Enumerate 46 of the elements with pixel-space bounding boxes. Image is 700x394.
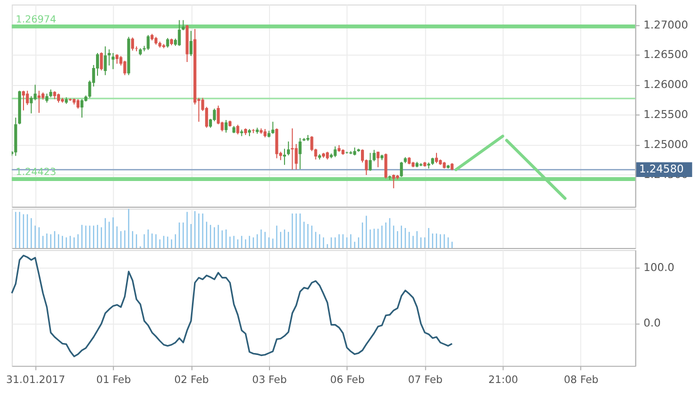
y-tick-label: 1.26500 (644, 48, 688, 62)
x-tick-label: 08 Feb (564, 374, 598, 386)
candlestick (271, 121, 274, 134)
candlestick (76, 98, 80, 110)
x-tick-label: 21:00 (488, 374, 518, 386)
candlestick (400, 161, 403, 178)
ref-line-label: 1.24423 (16, 167, 56, 178)
y-tick-label: 1.27000 (644, 18, 688, 32)
candlestick (372, 149, 376, 162)
candlestick (116, 54, 118, 64)
candlestick (376, 151, 380, 168)
candlestick (80, 98, 84, 118)
candlestick (290, 128, 294, 170)
y-tick-label: 100.0 (644, 261, 675, 274)
candlestick (22, 90, 25, 111)
x-tick-label: 06 Feb (330, 374, 365, 386)
candlestick (190, 30, 192, 56)
candlestick (104, 46, 107, 76)
candlestick (392, 174, 396, 189)
candlestick (283, 148, 286, 166)
candlestick (100, 52, 103, 71)
y-tick-label: 1.25000 (644, 138, 688, 151)
candlestick (166, 38, 170, 48)
candlestick (146, 34, 150, 50)
candlestick (131, 36, 134, 52)
candlestick (178, 20, 181, 46)
y-tick-label: 1.26000 (644, 78, 688, 92)
candlestick (384, 153, 388, 180)
candlestick (298, 137, 302, 170)
candlestick (334, 146, 337, 158)
candlestick (112, 52, 115, 70)
x-tick-label: 31.01.2017 (6, 374, 66, 386)
x-tick-label: 02 Feb (174, 374, 209, 386)
y-tick-label: 0.0 (644, 316, 661, 330)
candlestick (286, 141, 290, 156)
y-tick-label: 1.25500 (644, 108, 688, 122)
x-tick-label: 07 Feb (408, 374, 443, 386)
candlestick (435, 152, 438, 164)
ref-line-label: 1.24580 (639, 162, 684, 176)
line-series (10, 254, 453, 358)
x-tick-label: 01 Feb (96, 374, 131, 386)
x-tick-label: 03 Feb (252, 374, 287, 386)
candlestick (26, 90, 29, 106)
candlestick (224, 120, 228, 134)
candlestick (38, 90, 41, 114)
ref-line-label: 1.26974 (16, 14, 56, 26)
